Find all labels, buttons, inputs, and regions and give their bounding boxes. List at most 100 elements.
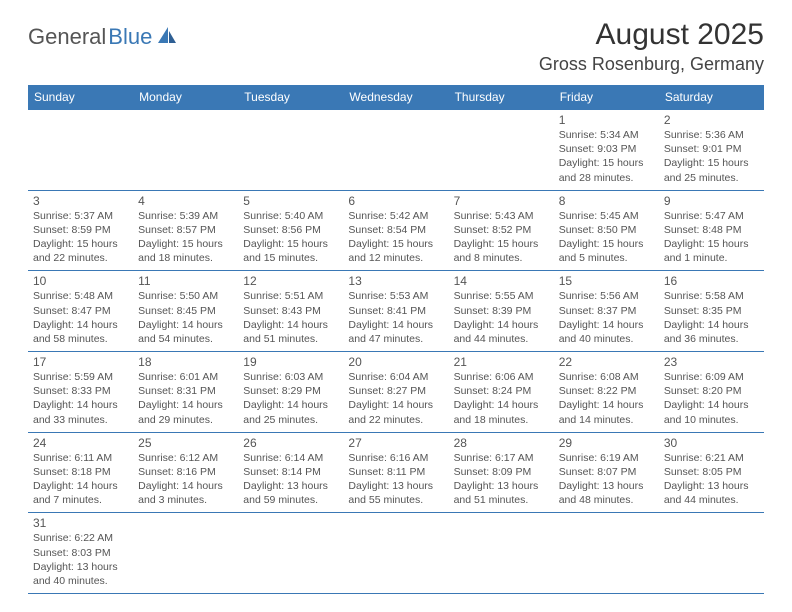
calendar-cell [449,513,554,594]
day-number: 12 [243,274,338,288]
calendar-cell: 24Sunrise: 6:11 AMSunset: 8:18 PMDayligh… [28,432,133,513]
month-title: August 2025 [539,18,764,52]
day-number: 2 [664,113,759,127]
calendar-cell: 4Sunrise: 5:39 AMSunset: 8:57 PMDaylight… [133,190,238,271]
day-info: Sunrise: 5:58 AMSunset: 8:35 PMDaylight:… [664,289,759,346]
day-info: Sunrise: 5:45 AMSunset: 8:50 PMDaylight:… [559,209,654,266]
day-info: Sunrise: 6:01 AMSunset: 8:31 PMDaylight:… [138,370,233,427]
day-header: Friday [554,85,659,110]
day-info: Sunrise: 5:59 AMSunset: 8:33 PMDaylight:… [33,370,128,427]
logo: General Blue [28,24,178,50]
calendar-row: 17Sunrise: 5:59 AMSunset: 8:33 PMDayligh… [28,352,764,433]
calendar-cell: 26Sunrise: 6:14 AMSunset: 8:14 PMDayligh… [238,432,343,513]
day-info: Sunrise: 6:04 AMSunset: 8:27 PMDaylight:… [348,370,443,427]
calendar-cell: 1Sunrise: 5:34 AMSunset: 9:03 PMDaylight… [554,110,659,191]
calendar-cell: 15Sunrise: 5:56 AMSunset: 8:37 PMDayligh… [554,271,659,352]
day-header-row: SundayMondayTuesdayWednesdayThursdayFrid… [28,85,764,110]
day-info: Sunrise: 6:11 AMSunset: 8:18 PMDaylight:… [33,451,128,508]
calendar-cell [554,513,659,594]
day-info: Sunrise: 5:51 AMSunset: 8:43 PMDaylight:… [243,289,338,346]
day-number: 16 [664,274,759,288]
day-number: 19 [243,355,338,369]
day-info: Sunrise: 6:19 AMSunset: 8:07 PMDaylight:… [559,451,654,508]
calendar-cell [133,513,238,594]
day-info: Sunrise: 6:22 AMSunset: 8:03 PMDaylight:… [33,531,128,588]
day-info: Sunrise: 6:03 AMSunset: 8:29 PMDaylight:… [243,370,338,427]
day-number: 6 [348,194,443,208]
calendar-cell [238,513,343,594]
day-number: 22 [559,355,654,369]
calendar-cell: 18Sunrise: 6:01 AMSunset: 8:31 PMDayligh… [133,352,238,433]
day-info: Sunrise: 5:37 AMSunset: 8:59 PMDaylight:… [33,209,128,266]
calendar-cell: 28Sunrise: 6:17 AMSunset: 8:09 PMDayligh… [449,432,554,513]
day-info: Sunrise: 5:47 AMSunset: 8:48 PMDaylight:… [664,209,759,266]
calendar-cell: 3Sunrise: 5:37 AMSunset: 8:59 PMDaylight… [28,190,133,271]
calendar-cell: 31Sunrise: 6:22 AMSunset: 8:03 PMDayligh… [28,513,133,594]
day-info: Sunrise: 6:06 AMSunset: 8:24 PMDaylight:… [454,370,549,427]
day-number: 28 [454,436,549,450]
day-number: 26 [243,436,338,450]
day-number: 5 [243,194,338,208]
calendar-cell [28,110,133,191]
day-header: Wednesday [343,85,448,110]
day-info: Sunrise: 5:42 AMSunset: 8:54 PMDaylight:… [348,209,443,266]
day-info: Sunrise: 5:39 AMSunset: 8:57 PMDaylight:… [138,209,233,266]
calendar-cell: 19Sunrise: 6:03 AMSunset: 8:29 PMDayligh… [238,352,343,433]
calendar-row: 10Sunrise: 5:48 AMSunset: 8:47 PMDayligh… [28,271,764,352]
calendar-cell: 8Sunrise: 5:45 AMSunset: 8:50 PMDaylight… [554,190,659,271]
day-number: 13 [348,274,443,288]
day-number: 1 [559,113,654,127]
day-number: 29 [559,436,654,450]
day-info: Sunrise: 6:12 AMSunset: 8:16 PMDaylight:… [138,451,233,508]
day-number: 30 [664,436,759,450]
calendar-cell: 17Sunrise: 5:59 AMSunset: 8:33 PMDayligh… [28,352,133,433]
calendar-cell: 23Sunrise: 6:09 AMSunset: 8:20 PMDayligh… [659,352,764,433]
calendar-cell: 9Sunrise: 5:47 AMSunset: 8:48 PMDaylight… [659,190,764,271]
day-header: Saturday [659,85,764,110]
day-number: 25 [138,436,233,450]
day-header: Sunday [28,85,133,110]
calendar-table: SundayMondayTuesdayWednesdayThursdayFrid… [28,85,764,594]
day-number: 17 [33,355,128,369]
day-number: 9 [664,194,759,208]
sail-icon [156,25,178,50]
day-number: 4 [138,194,233,208]
day-number: 3 [33,194,128,208]
day-info: Sunrise: 5:56 AMSunset: 8:37 PMDaylight:… [559,289,654,346]
day-info: Sunrise: 5:40 AMSunset: 8:56 PMDaylight:… [243,209,338,266]
day-info: Sunrise: 6:21 AMSunset: 8:05 PMDaylight:… [664,451,759,508]
calendar-cell: 16Sunrise: 5:58 AMSunset: 8:35 PMDayligh… [659,271,764,352]
day-number: 15 [559,274,654,288]
day-info: Sunrise: 6:14 AMSunset: 8:14 PMDaylight:… [243,451,338,508]
calendar-cell: 7Sunrise: 5:43 AMSunset: 8:52 PMDaylight… [449,190,554,271]
day-number: 23 [664,355,759,369]
calendar-cell [343,110,448,191]
calendar-cell: 14Sunrise: 5:55 AMSunset: 8:39 PMDayligh… [449,271,554,352]
calendar-cell: 12Sunrise: 5:51 AMSunset: 8:43 PMDayligh… [238,271,343,352]
day-number: 20 [348,355,443,369]
calendar-row: 31Sunrise: 6:22 AMSunset: 8:03 PMDayligh… [28,513,764,594]
calendar-cell: 13Sunrise: 5:53 AMSunset: 8:41 PMDayligh… [343,271,448,352]
calendar-cell: 29Sunrise: 6:19 AMSunset: 8:07 PMDayligh… [554,432,659,513]
day-info: Sunrise: 6:08 AMSunset: 8:22 PMDaylight:… [559,370,654,427]
logo-text-general: General [28,24,106,50]
location: Gross Rosenburg, Germany [539,54,764,75]
day-header: Thursday [449,85,554,110]
day-info: Sunrise: 5:53 AMSunset: 8:41 PMDaylight:… [348,289,443,346]
calendar-cell: 11Sunrise: 5:50 AMSunset: 8:45 PMDayligh… [133,271,238,352]
calendar-cell [133,110,238,191]
calendar-cell: 10Sunrise: 5:48 AMSunset: 8:47 PMDayligh… [28,271,133,352]
day-info: Sunrise: 5:43 AMSunset: 8:52 PMDaylight:… [454,209,549,266]
title-block: August 2025 Gross Rosenburg, Germany [539,18,764,75]
day-info: Sunrise: 6:09 AMSunset: 8:20 PMDaylight:… [664,370,759,427]
day-number: 27 [348,436,443,450]
calendar-cell: 2Sunrise: 5:36 AMSunset: 9:01 PMDaylight… [659,110,764,191]
calendar-row: 24Sunrise: 6:11 AMSunset: 8:18 PMDayligh… [28,432,764,513]
day-info: Sunrise: 6:16 AMSunset: 8:11 PMDaylight:… [348,451,443,508]
calendar-cell: 25Sunrise: 6:12 AMSunset: 8:16 PMDayligh… [133,432,238,513]
day-number: 24 [33,436,128,450]
day-info: Sunrise: 5:34 AMSunset: 9:03 PMDaylight:… [559,128,654,185]
calendar-cell: 20Sunrise: 6:04 AMSunset: 8:27 PMDayligh… [343,352,448,433]
calendar-cell: 30Sunrise: 6:21 AMSunset: 8:05 PMDayligh… [659,432,764,513]
day-info: Sunrise: 6:17 AMSunset: 8:09 PMDaylight:… [454,451,549,508]
